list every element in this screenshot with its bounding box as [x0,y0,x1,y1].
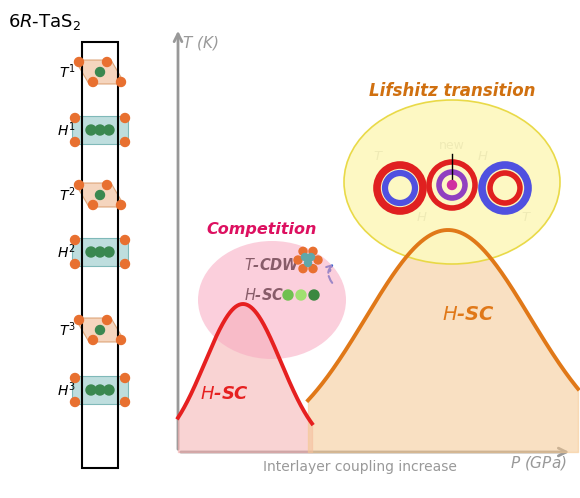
Text: $T$: $T$ [521,211,532,224]
Text: $T$-CDW: $T$-CDW [244,257,300,273]
Circle shape [96,191,104,200]
Text: $T$ (K): $T$ (K) [182,34,219,52]
Circle shape [71,374,79,382]
Circle shape [307,253,314,260]
Text: Competition: Competition [207,222,317,237]
Text: $T^1$: $T^1$ [59,63,76,81]
Circle shape [302,253,309,260]
Circle shape [86,125,96,135]
Text: $H$: $H$ [416,211,427,224]
Circle shape [103,316,111,325]
Circle shape [121,114,129,123]
Text: $H^1$: $H^1$ [57,121,76,139]
Circle shape [309,264,317,273]
Circle shape [71,114,79,123]
Ellipse shape [198,241,346,359]
Bar [72,116,128,144]
Text: $T^2$: $T^2$ [59,186,76,204]
Circle shape [95,385,105,395]
Circle shape [89,336,97,345]
Circle shape [71,236,79,245]
Text: $T^3$: $T^3$ [59,321,76,339]
Circle shape [117,336,125,345]
Circle shape [71,137,79,146]
Polygon shape [75,183,125,207]
Text: $H^2$: $H^2$ [57,243,76,261]
Text: $P$ (GPa): $P$ (GPa) [510,454,567,472]
Circle shape [299,264,307,273]
Circle shape [74,57,84,67]
Text: $H$-SC: $H$-SC [200,385,249,403]
Circle shape [95,125,105,135]
Circle shape [121,236,129,245]
Circle shape [121,374,129,382]
Circle shape [95,247,105,257]
Circle shape [104,385,114,395]
Circle shape [121,397,129,406]
Text: $H$: $H$ [477,150,489,163]
Circle shape [296,290,306,300]
Circle shape [121,259,129,268]
Text: Lifshitz transition: Lifshitz transition [369,82,535,100]
Circle shape [309,248,317,255]
Circle shape [448,180,456,190]
Text: Interlayer coupling increase: Interlayer coupling increase [263,460,457,474]
Circle shape [103,180,111,190]
Bar [72,376,128,404]
Circle shape [314,256,322,264]
Polygon shape [75,318,125,342]
Text: $6R$-TaS$_2$: $6R$-TaS$_2$ [8,12,81,32]
Circle shape [304,259,311,266]
Bar [72,238,128,266]
Text: $H$-SC: $H$-SC [442,305,495,324]
Text: $T$: $T$ [373,150,384,163]
Circle shape [74,180,84,190]
Polygon shape [75,60,125,84]
Circle shape [121,137,129,146]
Circle shape [96,326,104,335]
Circle shape [117,78,125,87]
Ellipse shape [344,100,560,264]
Circle shape [71,397,79,406]
Circle shape [89,78,97,87]
Circle shape [74,316,84,325]
Text: $H^3$: $H^3$ [57,380,76,399]
Circle shape [86,247,96,257]
Text: new: new [439,139,465,152]
Circle shape [309,290,319,300]
Circle shape [103,57,111,67]
Circle shape [294,256,302,264]
Circle shape [89,201,97,210]
Bar [82,42,118,468]
Circle shape [96,68,104,77]
Circle shape [104,247,114,257]
Circle shape [71,259,79,268]
Circle shape [86,385,96,395]
Circle shape [299,248,307,255]
Circle shape [117,201,125,210]
Circle shape [283,290,293,300]
Circle shape [104,125,114,135]
Text: $H$-SC: $H$-SC [244,287,284,303]
